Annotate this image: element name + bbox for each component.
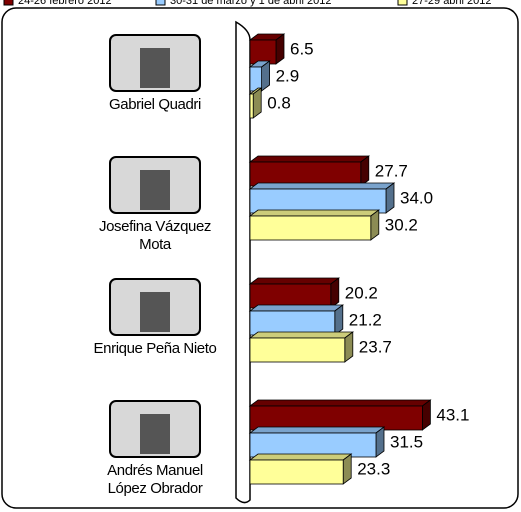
legend-label: 27-29 abril 2012 [412, 0, 492, 7]
bar-front [249, 161, 362, 187]
bar [248, 331, 354, 363]
bar-front [249, 39, 277, 65]
bar [248, 182, 396, 214]
bar-front [249, 459, 344, 485]
bar-top [248, 182, 396, 190]
bar-front [249, 432, 377, 458]
photo-figure [140, 414, 170, 454]
value-label: 6.5 [290, 39, 314, 58]
category-label: Andrés Manuel López Obrador [107, 462, 203, 497]
bar-top [248, 453, 353, 461]
bar-front [249, 215, 372, 241]
bar-front [249, 188, 387, 214]
value-label: 27.7 [375, 161, 408, 180]
bar-front [249, 283, 332, 309]
photo-figure [140, 48, 170, 88]
bar [248, 209, 380, 241]
bar-front [249, 66, 263, 92]
value-label: 43.1 [436, 405, 469, 424]
bar [248, 399, 432, 431]
legend-label: 24-26 febrero 2012 [18, 0, 112, 7]
bar-front [249, 93, 254, 119]
legend-label: 30-31 de marzo y 1 de abril 2012 [170, 0, 331, 7]
bar [248, 60, 271, 92]
photo-figure [140, 292, 170, 332]
bar-top [248, 426, 386, 434]
bar-front [249, 337, 346, 363]
value-label: 31.5 [390, 432, 423, 451]
bar [248, 277, 340, 309]
bar-top [248, 209, 380, 217]
legend-swatch [3, 0, 14, 6]
bar-top [248, 304, 344, 312]
bar-top [248, 399, 432, 407]
category-label: Enrique Peña Nieto [93, 340, 217, 357]
value-label: 23.7 [359, 337, 392, 356]
legend-swatch [155, 0, 166, 6]
value-label: 20.2 [345, 283, 378, 302]
value-label: 21.2 [349, 310, 382, 329]
category-label: Gabriel Quadri [109, 96, 201, 113]
value-label: 34.0 [400, 188, 433, 207]
value-label: 23.3 [357, 459, 390, 478]
photo-figure [140, 170, 170, 210]
bar [248, 426, 386, 458]
bar [248, 453, 353, 485]
bar-front [249, 310, 336, 336]
bar-top [248, 155, 370, 163]
bar [248, 155, 370, 187]
bar [248, 87, 263, 119]
bar-front [249, 405, 423, 431]
legend-swatch [397, 0, 408, 6]
value-label: 30.2 [385, 215, 418, 234]
category-label: Josefina Vázquez Mota [98, 218, 211, 253]
value-label: 0.8 [267, 93, 291, 112]
value-label: 2.9 [276, 66, 300, 85]
bar-top [248, 331, 354, 339]
frame [1, 7, 519, 509]
bar [248, 33, 286, 65]
axis-wall [235, 20, 251, 504]
bar-top [248, 277, 340, 285]
bar [248, 304, 344, 336]
